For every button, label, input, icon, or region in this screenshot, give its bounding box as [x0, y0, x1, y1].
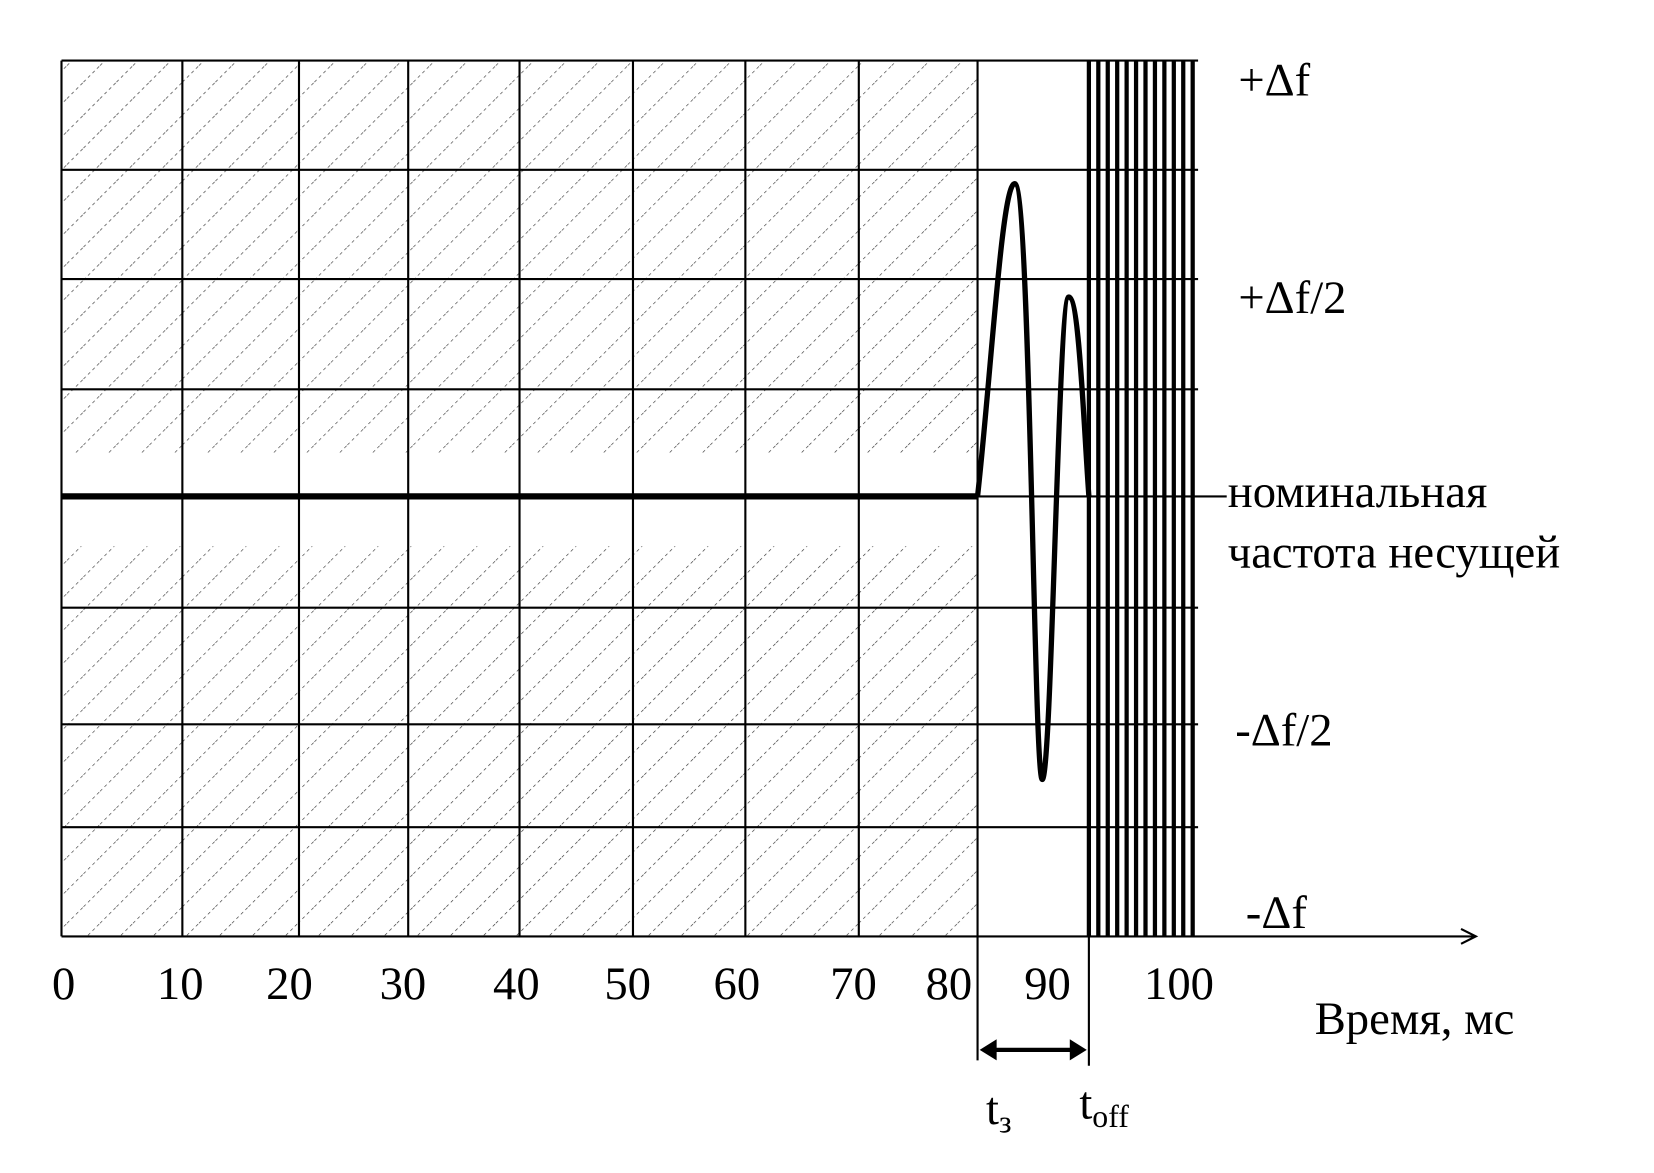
x-tick-label: 100 [1144, 958, 1214, 1010]
x-tick-label: 40 [493, 958, 540, 1010]
marker-label: tз [986, 1083, 1012, 1139]
x-tick-label: 0 [52, 958, 75, 1010]
y-label: +Δf/2 [1238, 272, 1346, 324]
marker-label: toff [1079, 1078, 1129, 1134]
x-tick-label: 50 [604, 958, 651, 1010]
x-tick-label: 90 [1024, 958, 1071, 1010]
x-tick-label: 70 [830, 958, 877, 1010]
y-label: частота несущей [1228, 526, 1560, 578]
y-label: +Δf [1238, 55, 1310, 107]
x-axis-title: Время, мс [1315, 993, 1515, 1045]
x-tick-label: 20 [266, 958, 313, 1010]
y-label: -Δf [1246, 887, 1308, 939]
x-tick-label: 60 [714, 958, 761, 1010]
y-label: -Δf/2 [1235, 705, 1332, 757]
x-tick-label: 30 [380, 958, 427, 1010]
x-tick-label: 10 [157, 958, 204, 1010]
off-bars [1086, 60, 1195, 937]
y-label: номинальная [1228, 466, 1488, 518]
x-tick-label: 80 [926, 958, 973, 1010]
x-axis-arrow [1460, 928, 1479, 945]
transient-curve [974, 180, 1092, 783]
x-tick-labels: 0 10 20 30 40 50 60 70 80 90 100 [52, 958, 1214, 1010]
